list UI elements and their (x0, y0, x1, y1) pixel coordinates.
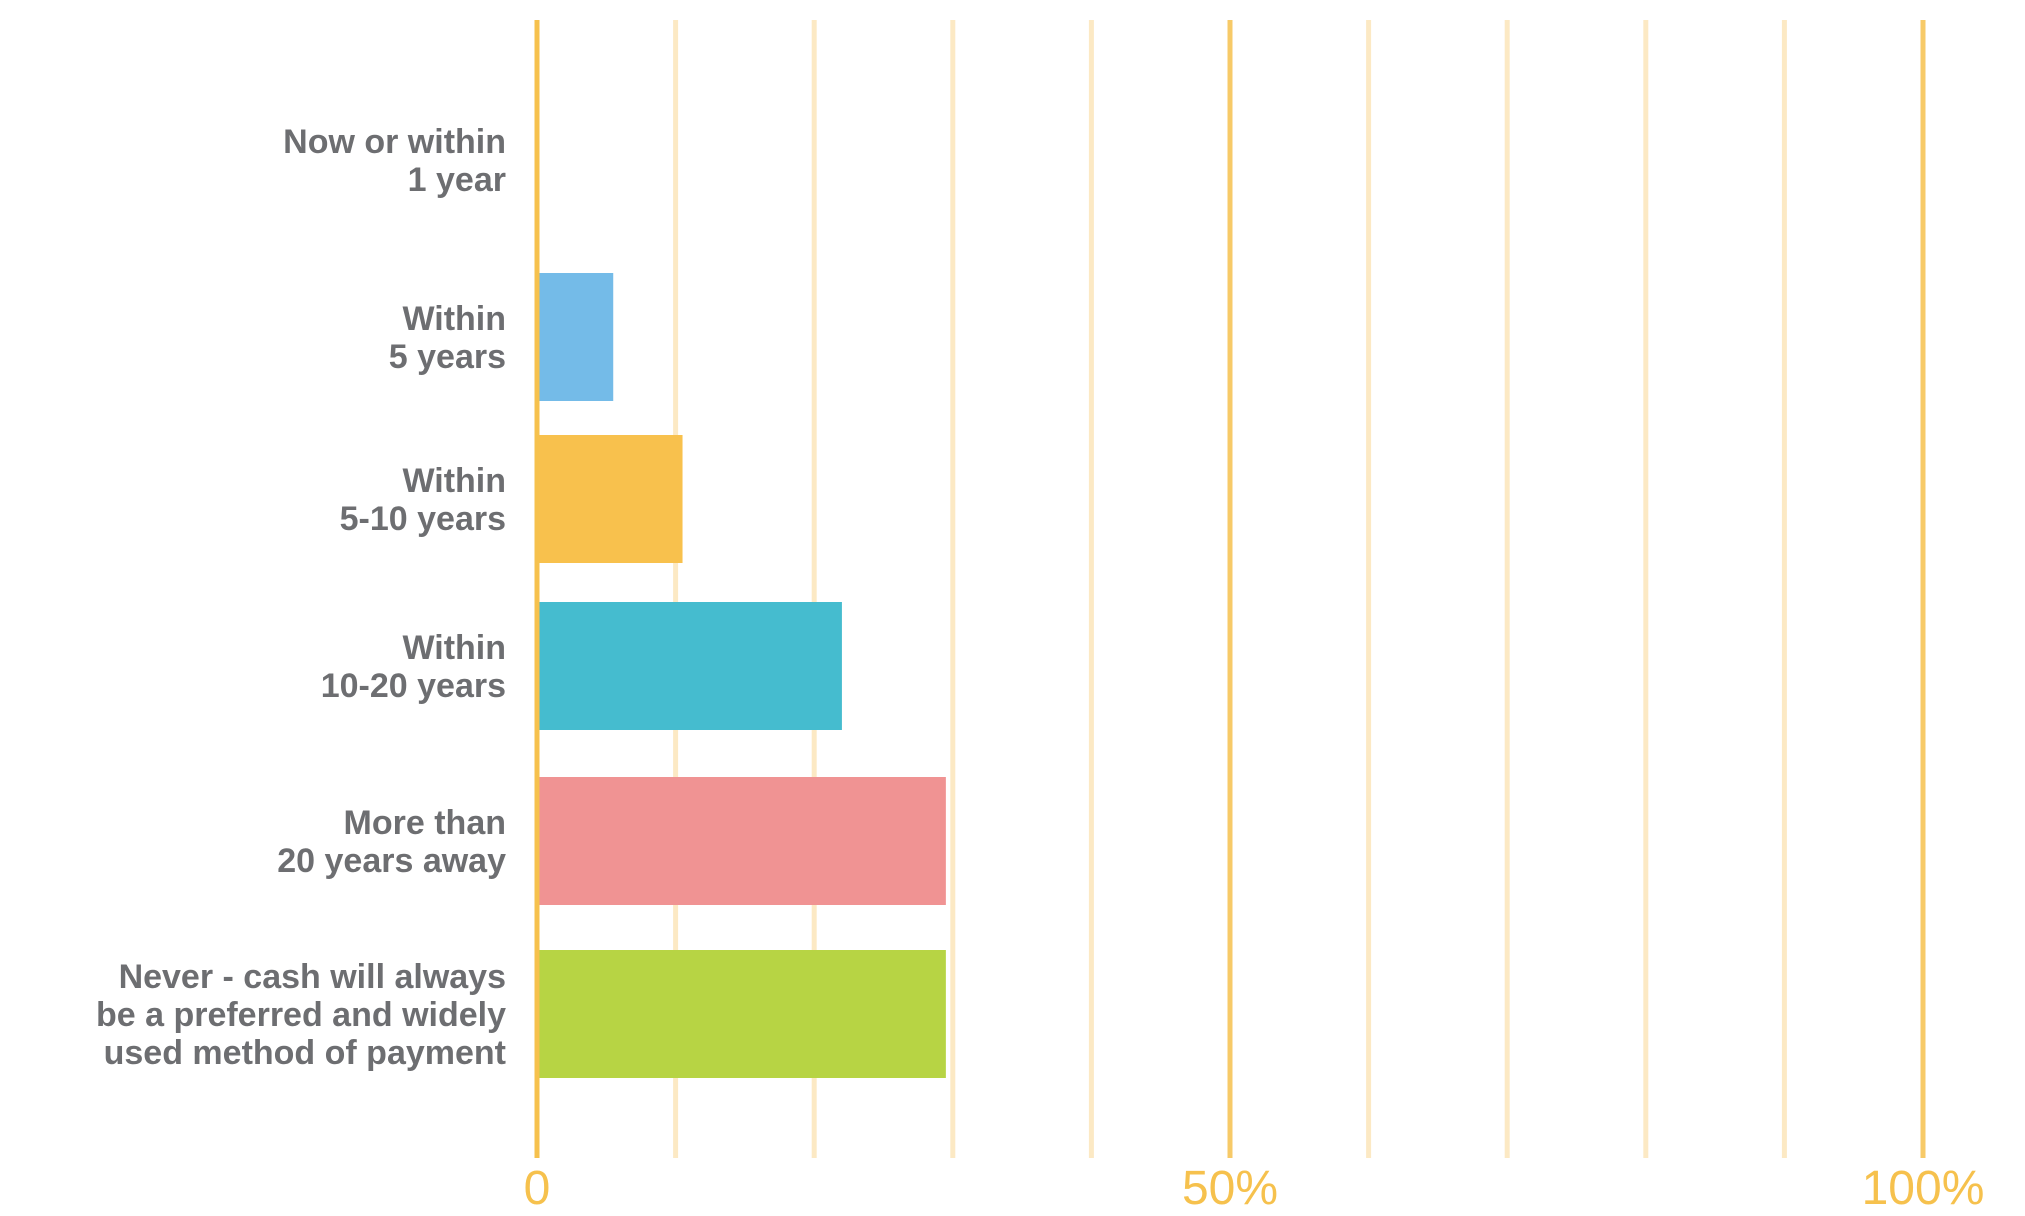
bar-2 (537, 273, 614, 401)
category-label-line: 20 years away (277, 842, 506, 880)
category-label-line: be a preferred and widely (96, 996, 506, 1034)
bar-4 (537, 602, 842, 730)
category-label-line: Never - cash will always (119, 958, 506, 996)
x-tick-labels: 0 50% 100% (524, 1162, 1985, 1215)
category-label-line: used method of payment (104, 1034, 506, 1072)
category-label-3: Within 5-10 years (340, 462, 506, 538)
x-tick-label-50: 50% (1182, 1162, 1278, 1211)
category-label-line: 5-10 years (340, 500, 506, 538)
category-label-5: More than 20 years away (277, 804, 506, 880)
category-label-line: Within (402, 300, 506, 338)
category-label-1: Now or within 1 year (283, 123, 506, 199)
category-label-6: Never - cash will always be a preferred a… (96, 958, 506, 1072)
category-label-2: Within 5 years (389, 300, 506, 376)
category-label-line: Within (402, 629, 506, 667)
bar-5 (537, 777, 946, 905)
category-label-line: 10-20 years (321, 667, 506, 705)
category-label-line: 1 year (408, 161, 506, 199)
bar-3 (537, 435, 683, 563)
category-label-4: Within 10-20 years (321, 629, 506, 705)
gridlines (673, 20, 1926, 1158)
x-tick-label-0: 0 (524, 1162, 551, 1211)
category-label-line: Now or within (283, 123, 506, 161)
category-label-line: More than (344, 804, 506, 842)
category-label-line: Within (402, 462, 506, 500)
bars (537, 273, 946, 1078)
x-tick-label-100: 100% (1862, 1162, 1985, 1211)
category-label-line: 5 years (389, 338, 506, 376)
bar-6 (537, 950, 946, 1078)
